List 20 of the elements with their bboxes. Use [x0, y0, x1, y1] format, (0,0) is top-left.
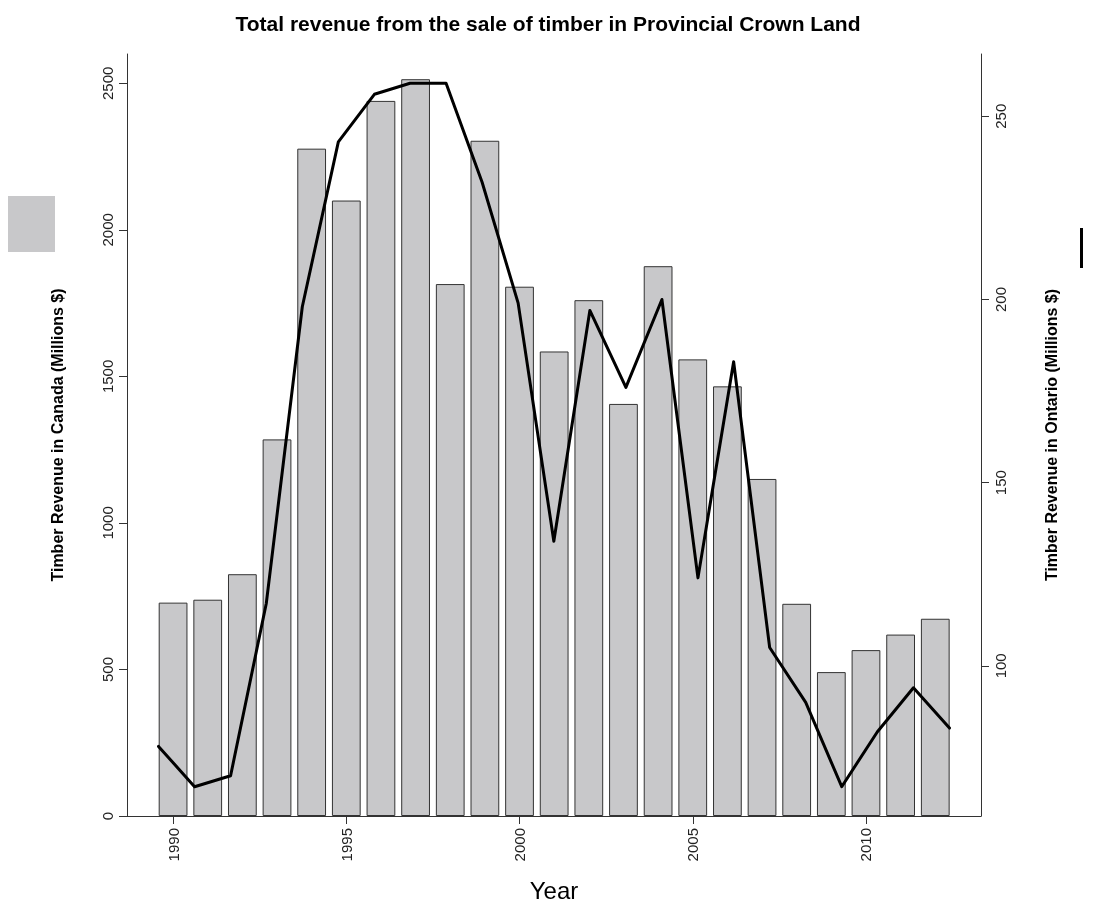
y2-tick-label: 250	[992, 103, 1009, 129]
x-axis-title: Year	[529, 876, 579, 904]
x-tick-label: 1990	[164, 828, 182, 862]
x-tick-label: 2005	[684, 828, 702, 862]
y-tick-label: 500	[99, 656, 116, 682]
line-series	[157, 81, 951, 789]
x-tick-label: 2010	[857, 828, 875, 862]
x-tick-label: 1995	[337, 828, 355, 862]
y-tick-label: 2500	[99, 66, 116, 100]
x-tick-label: 2000	[511, 828, 529, 862]
y-axis-title: Timber Revenue in Canada (Millions $)	[48, 288, 66, 582]
y2-tick-label: 150	[992, 470, 1009, 496]
y-tick-label: 0	[99, 811, 116, 821]
y2-axis-title: Timber Revenue in Ontario (Millions $)	[1042, 288, 1060, 582]
y-tick-label: 1000	[99, 506, 116, 540]
chart-title: Total revenue from the sale of timber in Provincial Crown Land	[235, 12, 861, 35]
y-tick-label: 1500	[99, 359, 116, 394]
y2-tick-label: 100	[992, 653, 1009, 679]
y2-tick-label: 200	[992, 286, 1009, 312]
y-tick-label: 2000	[99, 213, 116, 247]
